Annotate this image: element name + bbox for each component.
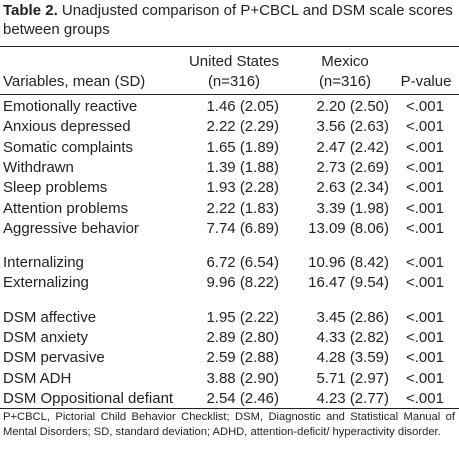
row-mexico-value: 13.09 (8.06) xyxy=(308,219,389,237)
row-variable: DSM affective xyxy=(3,308,97,326)
table-row: Withdrawn 1.39 (1.88) 2.73 (2.69) <.001 xyxy=(0,158,459,178)
row-pvalue: <.001 xyxy=(406,179,444,197)
row-pvalue: <.001 xyxy=(406,254,444,272)
row-variable: DSM ADH xyxy=(3,369,72,387)
row-us-value: 2.89 (2.80) xyxy=(206,329,279,346)
row-variable: Attention problems xyxy=(3,199,129,217)
table-row: Somatic complaints 1.65 (1.89) 2.47 (2.42)… xyxy=(0,138,459,158)
table-label: Table 2. xyxy=(3,2,58,19)
top-rule xyxy=(0,46,459,47)
table-caption: Table 2. Unadjusted comparison of P+CBCL… xyxy=(3,1,455,39)
row-mexico-value: 2.63 (2.34) xyxy=(316,179,389,197)
row-pvalue: <.001 xyxy=(406,274,444,292)
row-pvalue: <.001 xyxy=(406,98,444,115)
row-us-value: 1.46 (2.05) xyxy=(206,98,279,115)
table-row: Attention problems 2.22 (1.83) 3.39 (1.98)… xyxy=(0,199,459,219)
table-row: Internalizing 6.72 (6.54) 10.96 (8.42) <.00… xyxy=(0,253,459,273)
row-pvalue: <.001 xyxy=(406,219,444,237)
row-us-value: 1.65 (1.89) xyxy=(206,138,279,156)
row-us-value: 2.54 (2.46) xyxy=(206,389,279,407)
table-row: Externalizing 9.96 (8.22) 16.47 (9.54) <.00… xyxy=(0,273,459,293)
row-variable: Externalizing xyxy=(3,274,89,292)
row-mexico-value: 3.45 (2.86) xyxy=(316,308,389,326)
table-row: DSM Oppositional defiant 2.54 (2.46) 4.23 … xyxy=(0,389,459,409)
header-mexico-line1: Mexico xyxy=(321,53,369,70)
row-us-value: 2.59 (2.88) xyxy=(206,349,279,367)
row-mexico-value: 3.56 (2.63) xyxy=(316,118,389,136)
table-row: DSM ADH 3.88 (2.90) 5.71 (2.97) <.001 xyxy=(0,369,459,389)
row-mexico-value: 16.47 (9.54) xyxy=(308,274,389,292)
header-pvalue: P-value xyxy=(400,73,452,90)
row-us-value: 3.88 (2.90) xyxy=(206,369,279,387)
header-us-line1: United States xyxy=(188,53,280,70)
row-variable: Somatic complaints xyxy=(3,138,134,156)
row-pvalue: <.001 xyxy=(406,199,444,217)
table-title: Unadjusted comparison of P+CBCL and DSM … xyxy=(3,2,453,38)
row-pvalue: <.001 xyxy=(406,369,444,387)
row-pvalue: <.001 xyxy=(406,349,444,367)
row-us-value: 2.22 (1.83) xyxy=(206,199,279,217)
row-mexico-value: 3.39 (1.98) xyxy=(316,199,389,217)
table-row: Sleep problems 1.93 (2.28) 2.63 (2.34) <.00… xyxy=(0,178,459,198)
row-pvalue: <.001 xyxy=(406,308,444,326)
row-variable: DSM pervasive xyxy=(3,349,105,367)
row-variable: Withdrawn xyxy=(3,158,74,176)
table-row: Emotionally reactive 1.46 (2.05) 2.20 (2.5… xyxy=(0,97,459,117)
bottom-rule xyxy=(0,408,459,409)
table-footnote: P+CBCL, Pictorial Child Behavior Checkli… xyxy=(3,411,455,438)
row-mexico-value: 4.23 (2.77) xyxy=(316,389,389,407)
row-us-value: 6.72 (6.54) xyxy=(206,254,279,272)
row-mexico-value: 4.28 (3.59) xyxy=(316,349,389,367)
row-pvalue: <.001 xyxy=(406,138,444,156)
row-pvalue: <.001 xyxy=(406,118,444,136)
row-mexico-value: 4.33 (2.82) xyxy=(316,329,389,346)
row-variable: Anxious depressed xyxy=(3,118,131,136)
header-rule xyxy=(0,94,459,95)
row-mexico-value: 2.47 (2.42) xyxy=(316,138,389,156)
row-mexico-value: 5.71 (2.97) xyxy=(316,369,389,387)
row-mexico-value: 2.20 (2.50) xyxy=(316,98,389,115)
table-row: Aggressive behavior 7.74 (6.89) 13.09 (8.0… xyxy=(0,219,459,239)
row-us-value: 7.74 (6.89) xyxy=(206,219,279,237)
row-mexico-value: 10.96 (8.42) xyxy=(308,254,389,272)
row-pvalue: <.001 xyxy=(406,329,444,346)
row-variable: Sleep problems xyxy=(3,179,108,197)
table-row: DSM pervasive 2.59 (2.88) 4.28 (3.59) <.001 xyxy=(0,348,459,368)
header-variables: Variables, mean (SD) xyxy=(3,73,146,90)
row-us-value: 2.22 (2.29) xyxy=(206,118,279,136)
table-row: Anxious depressed 2.22 (2.29) 3.56 (2.63) <… xyxy=(0,117,459,137)
row-pvalue: <.001 xyxy=(406,158,444,176)
header-mexico-line2: (n=316) xyxy=(318,73,372,90)
row-us-value: 9.96 (8.22) xyxy=(206,274,279,292)
row-us-value: 1.93 (2.28) xyxy=(206,179,279,197)
table-row: DSM affective 1.95 (2.22) 3.45 (2.86) <.001 xyxy=(0,308,459,328)
row-variable: DSM Oppositional defiant xyxy=(3,389,174,407)
header-us-line2: (n=316) xyxy=(207,73,261,90)
row-variable: Aggressive behavior xyxy=(3,219,139,237)
table-row: DSM anxiety 2.89 (2.80) 4.33 (2.82) <.001 xyxy=(0,328,459,348)
row-variable: Emotionally reactive xyxy=(3,98,138,115)
row-variable: Internalizing xyxy=(3,254,84,272)
row-us-value: 1.39 (1.88) xyxy=(206,158,279,176)
row-us-value: 1.95 (2.22) xyxy=(206,308,279,326)
row-pvalue: <.001 xyxy=(406,389,444,407)
row-variable: DSM anxiety xyxy=(3,329,89,346)
row-mexico-value: 2.73 (2.69) xyxy=(316,158,389,176)
